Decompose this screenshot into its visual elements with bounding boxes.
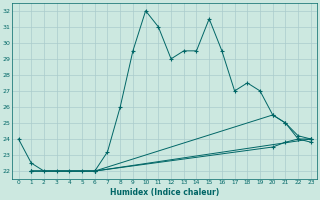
X-axis label: Humidex (Indice chaleur): Humidex (Indice chaleur) (110, 188, 219, 197)
